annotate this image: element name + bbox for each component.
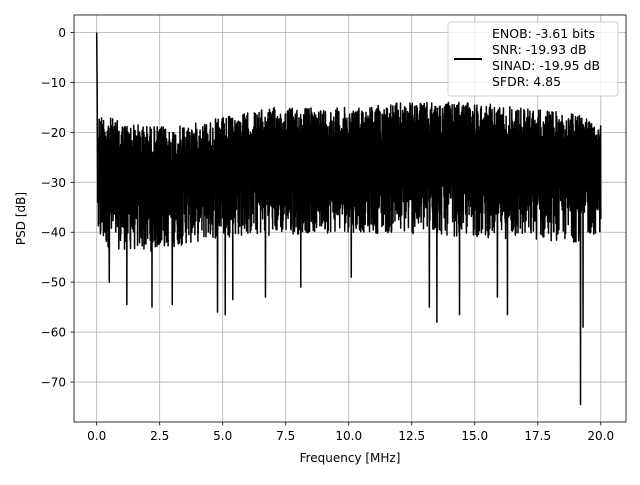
- legend-sinad: SINAD: -19.95 dB: [492, 58, 600, 73]
- x-axis-ticks: 0.0 2.5 5.0 7.5 10.0 12.5 15.0 17.5 20.0: [87, 422, 614, 443]
- x-tick-label: 0.0: [87, 429, 106, 443]
- x-tick-label: 17.5: [524, 429, 551, 443]
- y-tick-label: −50: [41, 276, 66, 290]
- psd-series-line: [95, 32, 602, 406]
- legend: ENOB: -3.61 bits SNR: -19.93 dB SINAD: -…: [447, 21, 619, 97]
- x-tick-label: 15.0: [461, 429, 488, 443]
- x-axis-label: Frequency [MHz]: [300, 451, 401, 465]
- x-tick-label: 7.5: [276, 429, 295, 443]
- y-tick-label: 0: [58, 26, 66, 40]
- x-tick-label: 2.5: [150, 429, 169, 443]
- legend-box: [447, 21, 619, 97]
- legend-enob: ENOB: -3.61 bits: [492, 26, 595, 41]
- x-tick-label: 20.0: [587, 429, 614, 443]
- legend-sfdr: SFDR: 4.85: [492, 74, 561, 89]
- x-tick-label: 10.0: [335, 429, 362, 443]
- legend-snr: SNR: -19.93 dB: [492, 42, 587, 57]
- y-tick-label: −20: [41, 126, 66, 140]
- y-axis-ticks: 0 −10 −20 −30 −40 −50 −60 −70: [41, 26, 74, 390]
- y-tick-label: −70: [41, 376, 66, 390]
- y-tick-label: −40: [41, 226, 66, 240]
- x-tick-label: 12.5: [398, 429, 425, 443]
- axes-frame: [73, 14, 627, 423]
- y-axis-label: PSD [dB]: [14, 192, 28, 245]
- psd-trace: [95, 32, 602, 406]
- y-tick-label: −10: [41, 76, 66, 90]
- y-tick-label: −30: [41, 176, 66, 190]
- y-tick-label: −60: [41, 326, 66, 340]
- x-tick-label: 5.0: [213, 429, 232, 443]
